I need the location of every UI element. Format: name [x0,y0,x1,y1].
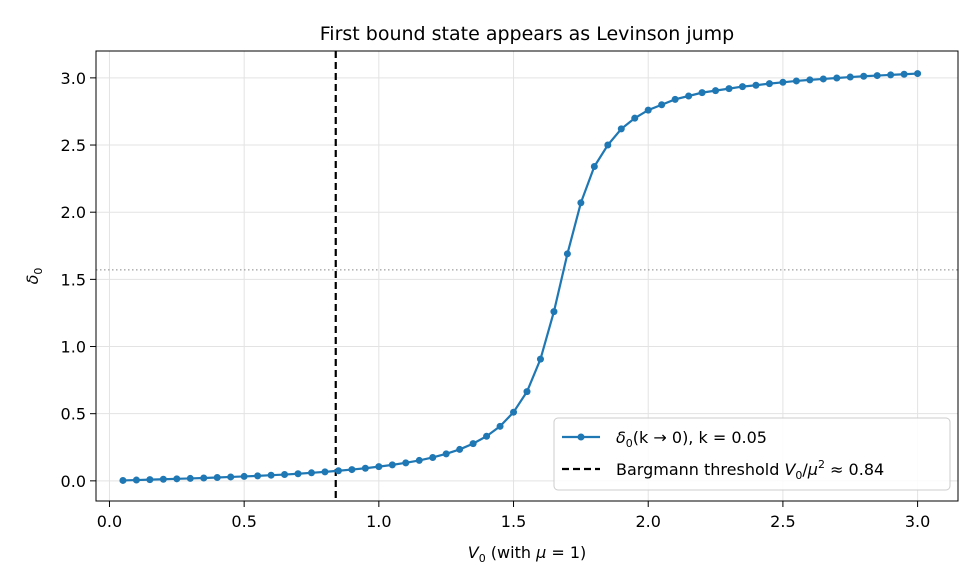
data-point [348,466,356,474]
x-tick-label: 1.0 [366,512,391,531]
y-tick-label: 1.5 [61,270,86,289]
x-axis-title: V0 (with μ = 1) [468,543,587,565]
data-point [200,474,208,482]
data-point [739,83,746,91]
y-tick-label: 0.0 [61,472,86,491]
x-axis-title-mu: μ [535,543,546,562]
data-point [563,250,571,258]
data-point [914,70,922,78]
data-point [132,476,140,484]
data-point [725,85,733,93]
legend-series-marker [577,433,585,441]
data-point [146,476,154,484]
data-point [577,199,585,207]
legend-series-label: δ0(k → 0), k = 0.05 [616,428,767,450]
x-tick-label: 3.0 [905,512,930,531]
data-point [806,76,814,84]
x-tick-label: 0.0 [97,512,122,531]
x-axis-title-rest: (with [486,543,536,562]
chart-title: First bound state appears as Levinson ju… [320,23,735,45]
data-point [469,440,477,448]
data-point [429,453,437,461]
legend-box [553,417,951,491]
legend-threshold-label: Bargmann threshold V0/μ2 ≈ 0.84 [616,458,884,482]
y-axis-title: δ0 [23,268,45,285]
data-point [658,101,666,109]
data-point [752,81,760,89]
data-point [550,308,558,316]
y-axis-title-sub: 0 [32,268,45,275]
data-point [887,71,895,79]
data-point [671,95,679,103]
data-point [819,75,827,83]
data-point [631,114,639,122]
x-axis-title-v: V [468,543,480,562]
x-tick-label: 2.5 [770,512,795,531]
y-tick-label: 2.5 [61,136,86,155]
data-point [308,469,315,477]
data-point [523,388,531,396]
x-axis-title-sub: 0 [479,552,486,565]
data-point [240,472,248,480]
data-point [779,78,787,86]
data-point [388,461,396,469]
data-point [496,422,504,430]
data-point [792,77,800,85]
x-axis-title-end: = 1) [546,543,586,562]
data-point [321,468,329,476]
data-point [267,471,275,479]
data-point [765,80,773,88]
x-axis-ticks: 0.0 0.5 1.0 1.5 2.0 2.5 3.0 [97,501,930,531]
y-tick-label: 2.0 [61,203,86,222]
data-point [334,467,342,475]
data-point [846,73,854,81]
data-point [685,92,693,100]
data-point [294,470,302,478]
data-point [402,459,410,467]
data-point [698,89,706,97]
data-point [590,163,598,171]
y-tick-label: 0.5 [61,405,86,424]
data-point [860,72,868,80]
delta0-series-points [119,70,922,484]
data-point [604,141,612,149]
y-axis-ticks: 0.0 0.5 1.0 1.5 2.0 2.5 3.0 [61,69,96,491]
data-point [213,473,221,481]
data-point [712,87,720,95]
x-tick-label: 2.0 [635,512,660,531]
plot-frame [95,50,959,502]
data-point [442,450,450,458]
data-point [536,355,544,363]
data-point [119,476,127,484]
x-tick-label: 1.5 [501,512,526,531]
data-point [900,70,908,78]
data-point [617,125,625,133]
y-gridlines [96,77,958,482]
data-point [159,475,167,483]
data-point [456,445,464,453]
x-tick-label: 0.5 [231,512,256,531]
x-gridlines [108,51,919,501]
data-point [510,408,518,416]
data-point [186,474,194,482]
y-tick-label: 3.0 [61,69,86,88]
data-point [483,432,491,440]
data-point [281,471,289,479]
data-point [375,463,383,471]
data-point [361,464,369,472]
data-point [173,475,181,483]
data-point [227,473,235,481]
data-point [415,456,423,464]
y-axis-title-delta: δ [23,274,42,284]
data-point [833,74,841,82]
data-point [873,72,881,80]
y-tick-label: 1.0 [61,338,86,357]
legend: δ0(k → 0), k = 0.05 Bargmann threshold V… [553,417,951,491]
data-point [644,106,652,114]
data-point [254,472,262,480]
